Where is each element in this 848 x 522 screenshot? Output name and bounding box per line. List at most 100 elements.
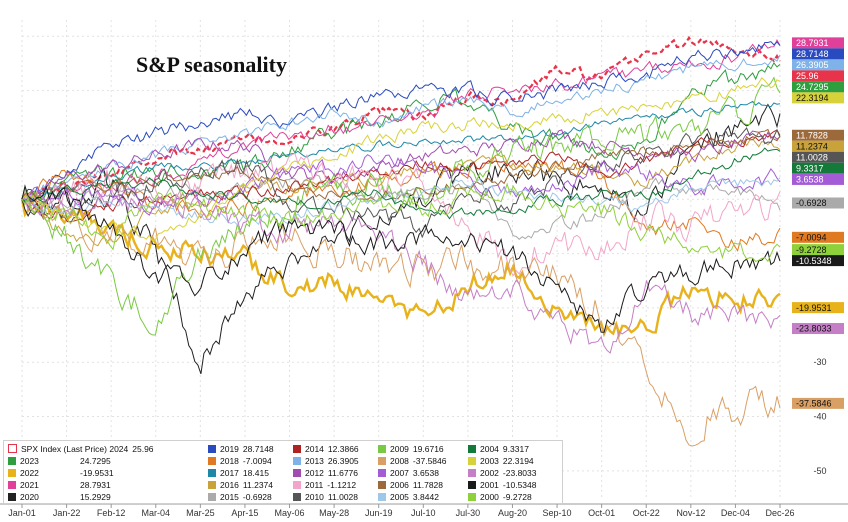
series-layer <box>20 35 781 447</box>
legend-label: 2004 <box>480 443 499 454</box>
value-tag-2013: 26.3905 <box>792 59 844 71</box>
value-tag-bg <box>792 48 844 60</box>
series-line-2014 <box>21 129 781 223</box>
legend-item: 2003 22.3194 <box>468 455 548 466</box>
value-tag-bg <box>792 231 844 243</box>
legend-value: 15.2929 <box>80 491 111 502</box>
value-tag-text: -23.8033 <box>796 324 832 334</box>
legend-swatch <box>8 480 16 489</box>
x-tick-label: Dec-04 <box>721 508 750 518</box>
legend-swatch <box>468 468 476 477</box>
value-tag-text: -9.2728 <box>796 245 827 255</box>
legend-swatch <box>293 480 301 489</box>
value-tag-text: 11.0028 <box>796 152 828 162</box>
legend-item: 2007 3.6538 <box>378 467 468 478</box>
legend-swatch <box>293 468 301 477</box>
series-line-2013 <box>21 54 781 202</box>
legend-swatch <box>8 492 16 501</box>
legend-value: 9.3317 <box>502 443 529 454</box>
legend-item: SPX Index (Last Price) 2024 25.96 <box>8 443 208 454</box>
value-tag-2000: -9.2728 <box>792 244 844 256</box>
value-tag-text: 3.6538 <box>796 175 824 185</box>
value-tag-text: 26.3905 <box>796 60 829 70</box>
series-line-2002 <box>21 193 781 354</box>
value-tag-bg <box>792 151 844 163</box>
value-tag-bg <box>792 59 844 71</box>
legend-value: 12.3866 <box>327 443 359 454</box>
legend-value: -23.8033 <box>502 467 537 478</box>
value-tag-text: -10.5348 <box>796 256 832 266</box>
legend-label: 2003 <box>480 455 499 466</box>
series-line-2022 <box>20 195 781 339</box>
value-tag-2019: 28.7148 <box>792 48 844 60</box>
legend-label: 2021 <box>20 479 39 490</box>
x-tick-label: Jan-01 <box>8 508 36 518</box>
legend-label: 2023 <box>20 455 39 466</box>
series-line-2000 <box>21 182 781 263</box>
value-tag-bg <box>792 173 844 185</box>
x-tick-label: Jun-19 <box>365 508 393 518</box>
value-tag-text: 28.7148 <box>796 49 829 59</box>
legend-item: 2021 28.7931 <box>8 479 208 490</box>
x-tick-label: Feb-12 <box>97 508 126 518</box>
value-tag-bg <box>792 129 844 141</box>
x-tick-label: Jul-10 <box>411 508 436 518</box>
legend-item: 2009 19.6716 <box>378 443 468 454</box>
legend-swatch <box>293 492 301 501</box>
legend-value: -1.1212 <box>327 479 357 490</box>
value-tag-bg <box>792 197 844 209</box>
legend-item: 2022 -19.9531 <box>8 467 208 478</box>
series-line-2005 <box>21 177 781 226</box>
value-tag-text: 11.7828 <box>796 130 828 140</box>
legend-swatch <box>208 480 216 489</box>
legend-swatch <box>208 492 216 501</box>
value-tag-2024: 25.96 <box>792 70 844 82</box>
chart-title: S&P seasonality <box>136 52 287 77</box>
value-tag-2001: -10.5348 <box>792 255 844 267</box>
legend-value: 11.2374 <box>242 479 274 490</box>
x-tick-label: Mar-04 <box>142 508 171 518</box>
legend-item: 2010 11.0028 <box>293 491 378 502</box>
series-line-2023 <box>21 61 781 201</box>
value-tag-text: 22.3194 <box>796 93 829 103</box>
legend-value: 28.7148 <box>242 443 274 454</box>
legend-item: 2015 -0.6928 <box>208 491 293 502</box>
legend-item: 2011 -1.1212 <box>293 479 378 490</box>
legend-item: 2013 26.3905 <box>293 455 378 466</box>
series-line-2017 <box>21 100 781 204</box>
value-tag-text: -19.9531 <box>796 303 832 313</box>
x-tick-label: Jul-30 <box>456 508 481 518</box>
x-tick-label: Oct-22 <box>633 508 660 518</box>
value-tag-bg <box>792 162 844 174</box>
legend-swatch <box>8 456 16 465</box>
legend-label: 2009 <box>390 443 409 454</box>
legend-item: 2004 9.3317 <box>468 443 548 454</box>
legend-label: 2015 <box>220 491 239 502</box>
value-tag-2018: -7.0094 <box>792 231 844 243</box>
legend-value: 25.96 <box>132 443 154 454</box>
value-tag-text: 25.96 <box>796 71 819 81</box>
legend-value: 22.3194 <box>502 455 534 466</box>
legend-label: SPX Index (Last Price) 2024 <box>21 443 129 454</box>
legend-item: 2002 -23.8033 <box>468 467 548 478</box>
legend-item: 2008 -37.5846 <box>378 455 468 466</box>
legend-label: 2001 <box>480 479 499 490</box>
value-tag-text: -0.6928 <box>796 198 827 208</box>
legend-label: 2013 <box>305 455 324 466</box>
series-line-2007 <box>21 154 781 216</box>
value-tag-text: 28.7931 <box>796 38 829 48</box>
legend-item: 2005 3.8442 <box>378 491 468 502</box>
x-tick-label: May-28 <box>319 508 349 518</box>
series-line-2004 <box>21 147 781 220</box>
legend-label: 2017 <box>220 467 239 478</box>
value-tag-2016: 11.2374 <box>792 140 844 152</box>
value-tag-bg <box>792 92 844 104</box>
value-tag-bg <box>792 70 844 82</box>
legend-label: 2010 <box>305 491 324 502</box>
legend-value: -9.2728 <box>502 491 532 502</box>
legend-swatch <box>468 444 476 453</box>
legend-label: 2008 <box>390 455 409 466</box>
legend-item: 2023 24.7295 <box>8 455 208 466</box>
legend-value: -19.9531 <box>80 467 114 478</box>
